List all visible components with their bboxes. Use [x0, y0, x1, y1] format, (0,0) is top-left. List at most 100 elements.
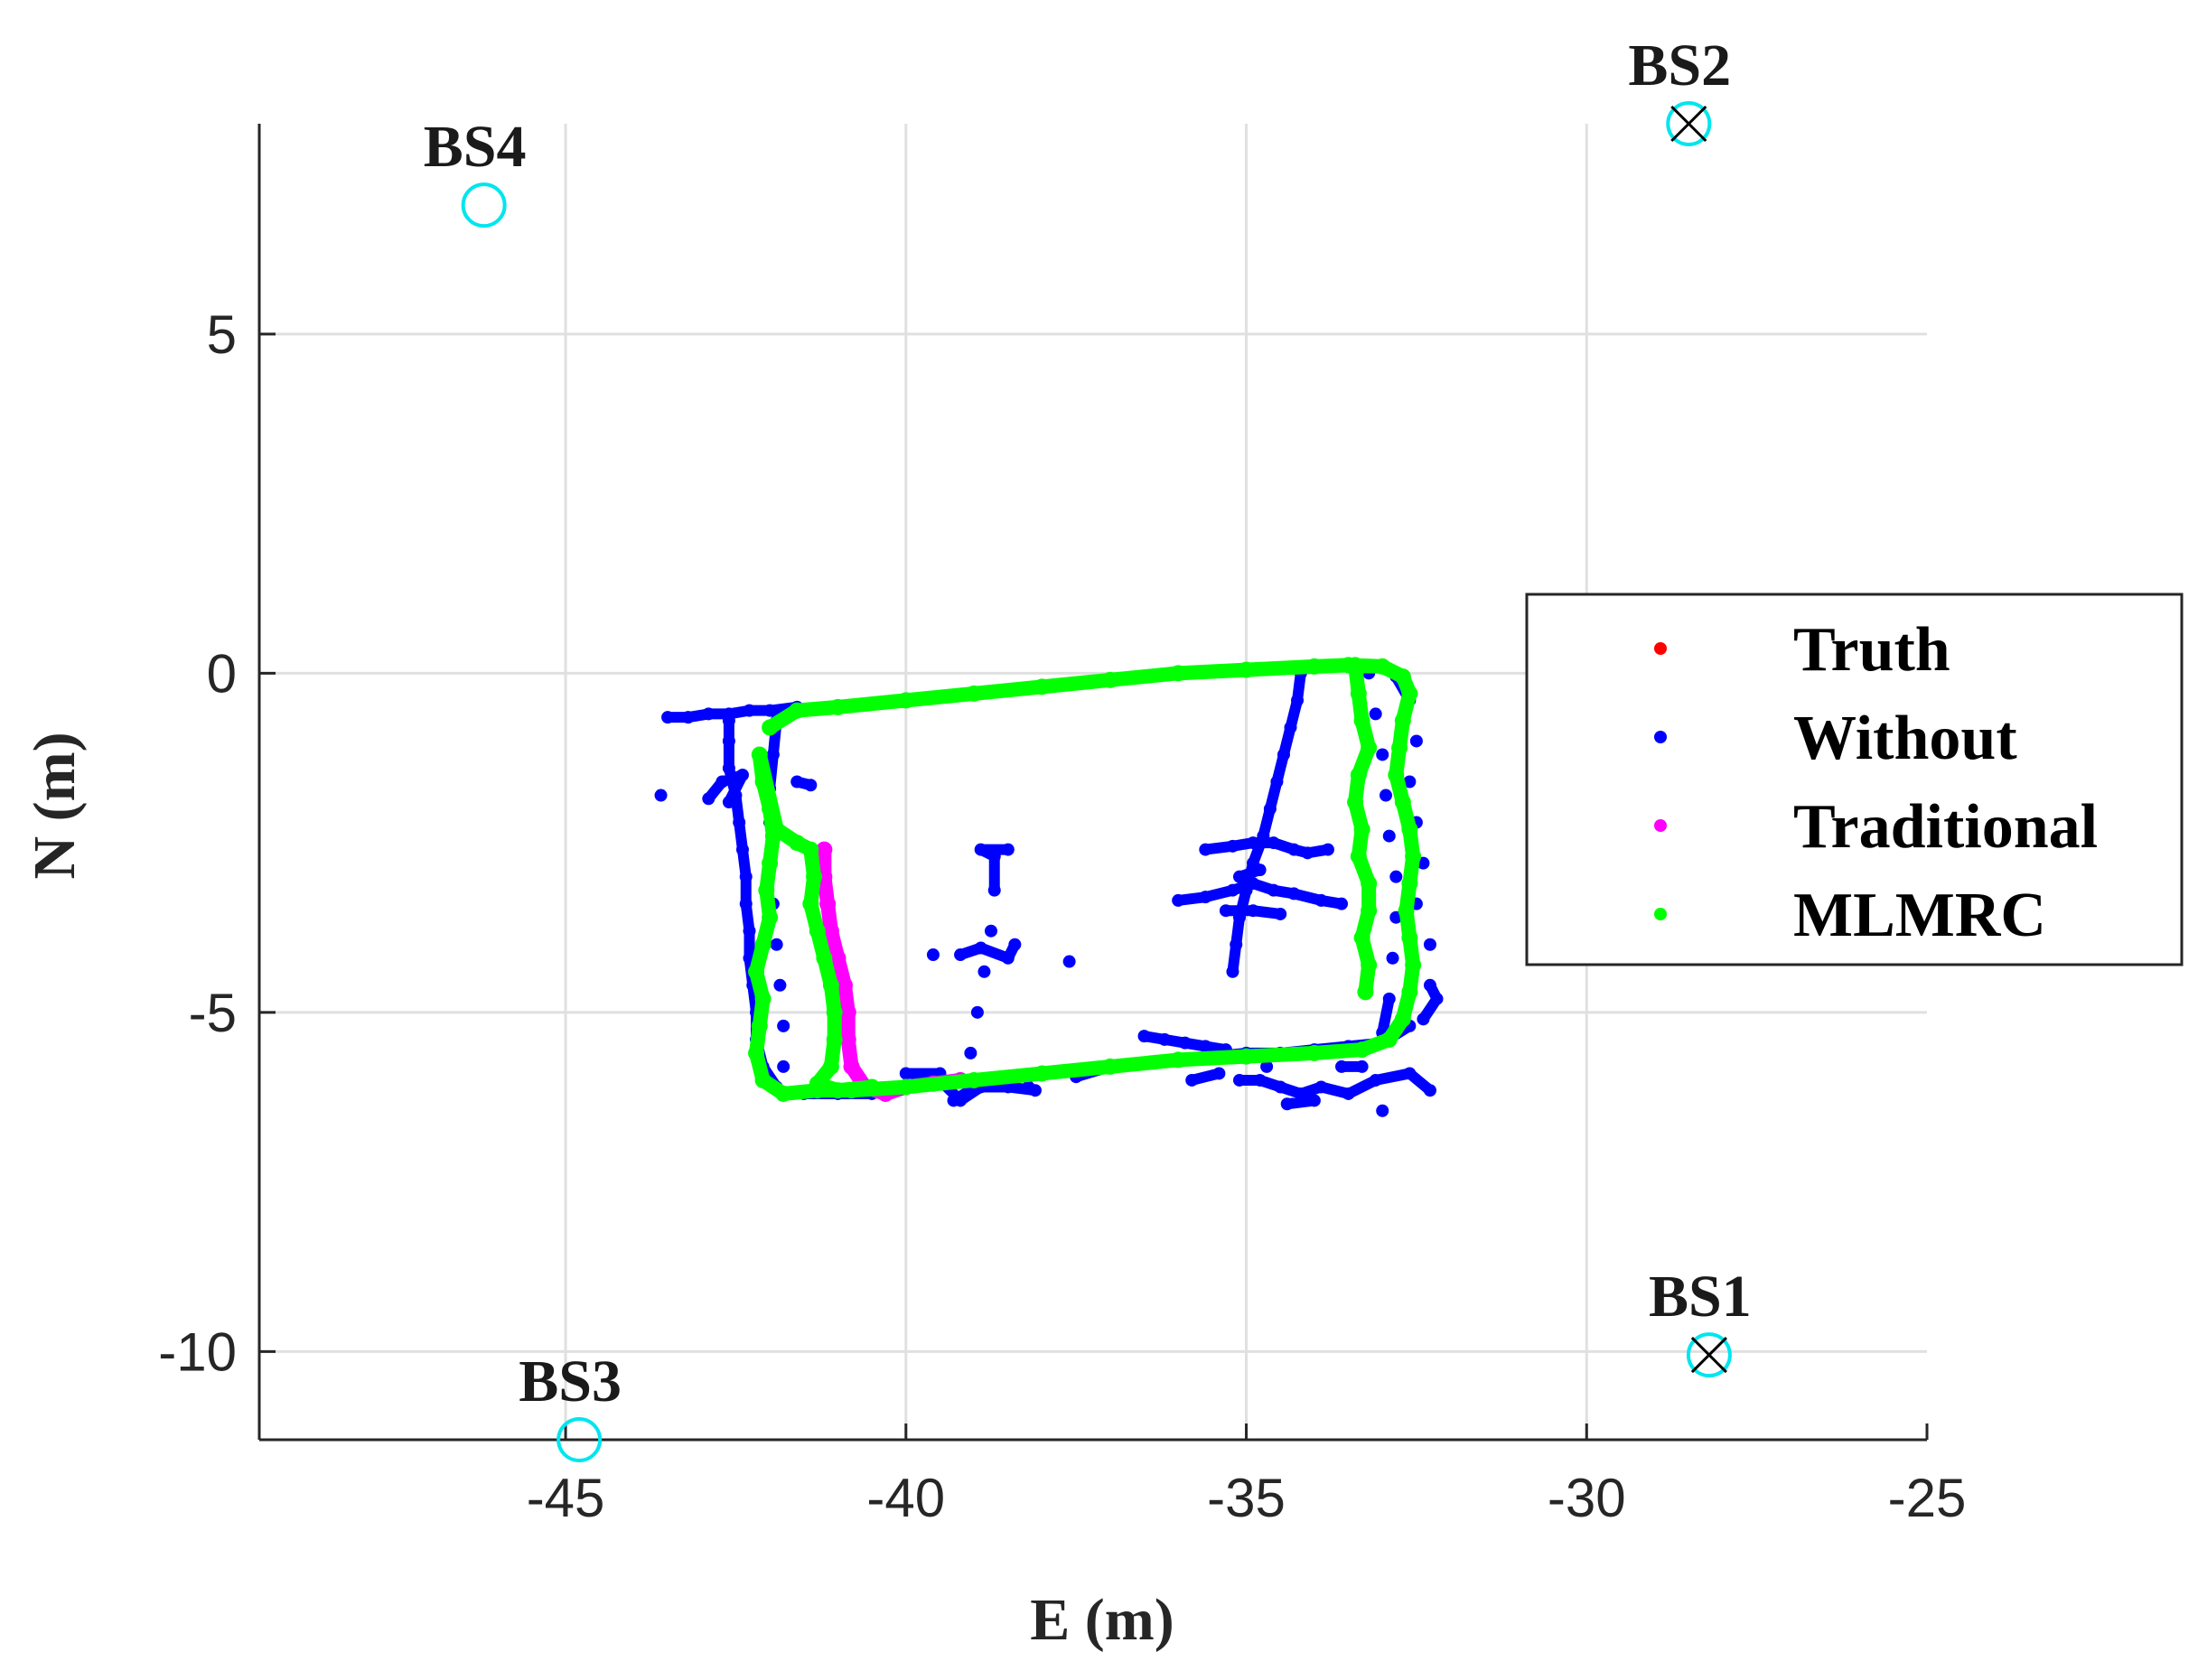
- data-point: [754, 936, 772, 953]
- data-point: [966, 685, 983, 702]
- data-point: [743, 704, 756, 717]
- data-point: [1274, 1080, 1287, 1094]
- data-point: [1232, 870, 1246, 883]
- legend-label-traditional: Traditional: [1793, 792, 2098, 862]
- x-tick-label: -45: [527, 1468, 605, 1528]
- data-point: [1232, 1073, 1246, 1087]
- data-point: [1253, 863, 1267, 877]
- y-tick-label: 5: [207, 304, 237, 365]
- data-point: [966, 1071, 983, 1088]
- y-tick-labels: -10 -5 0 5: [158, 304, 237, 1383]
- data-point: [1199, 843, 1212, 856]
- data-point: [1380, 1031, 1398, 1048]
- data-point: [1219, 904, 1232, 918]
- legend-label-mlmrc: MLMRC: [1793, 881, 2046, 950]
- data-point: [1382, 992, 1396, 1005]
- base-stations: BS1 BS2 BS3 BS4: [424, 33, 1752, 1462]
- data-point: [1170, 1051, 1187, 1069]
- data-point: [1401, 875, 1418, 892]
- legend: Truth Without Traditional MLMRC: [1525, 593, 2184, 966]
- data-point: [1291, 694, 1305, 707]
- data-point: [1257, 829, 1270, 843]
- data-point: [1172, 893, 1185, 907]
- data-point: [843, 1058, 860, 1075]
- data-point: [826, 1031, 843, 1048]
- data-point: [1353, 821, 1370, 838]
- data-point: [743, 924, 756, 938]
- data-point: [762, 909, 779, 926]
- legend-marker-traditional: [1654, 819, 1667, 832]
- data-point: [1101, 1058, 1118, 1075]
- data-point: [758, 882, 775, 899]
- data-point: [681, 711, 695, 724]
- base-station-circle: [1666, 101, 1712, 146]
- data-point: [977, 965, 991, 978]
- data-point: [836, 976, 853, 994]
- data-point: [777, 1059, 790, 1073]
- base-station-label: BS3: [519, 1349, 622, 1414]
- data-point: [1347, 657, 1364, 674]
- data-point: [722, 796, 735, 809]
- data-point: [1321, 843, 1334, 856]
- data-point: [974, 941, 987, 955]
- x-tick-label: -35: [1207, 1468, 1286, 1528]
- data-point: [829, 949, 846, 966]
- data-point: [722, 734, 735, 748]
- data-point: [789, 702, 806, 719]
- legend-marker-without: [1654, 731, 1667, 743]
- data-point: [1247, 836, 1260, 850]
- base-station-circle: [1686, 1332, 1732, 1378]
- data-point: [766, 748, 780, 761]
- data-point: [1401, 929, 1418, 947]
- data-point: [987, 883, 1001, 897]
- data-point: [1158, 1032, 1172, 1046]
- data-point: [897, 692, 914, 709]
- data-point: [1361, 957, 1378, 974]
- data-point: [1403, 775, 1417, 789]
- x-tick-label: -30: [1548, 1468, 1626, 1528]
- data-point: [954, 948, 968, 962]
- data-point: [1170, 665, 1187, 682]
- data-point: [1001, 951, 1015, 965]
- data-point: [839, 1031, 856, 1048]
- data-point: [843, 1082, 860, 1099]
- data-point: [1274, 907, 1287, 920]
- data-point: [819, 895, 837, 912]
- data-point: [754, 1071, 772, 1088]
- data-point: [1353, 929, 1370, 947]
- data-point: [1403, 1067, 1417, 1080]
- data-point: [1212, 1067, 1226, 1080]
- data-point: [984, 924, 997, 938]
- y-tick-label: -10: [158, 1321, 237, 1382]
- data-point: [1178, 1036, 1192, 1050]
- data-point: [1294, 1087, 1307, 1100]
- data-point: [1342, 1087, 1355, 1100]
- data-point: [763, 704, 777, 717]
- base-station-circle: [461, 182, 507, 229]
- data-point: [1238, 1048, 1255, 1065]
- data-point: [822, 922, 839, 939]
- data-point: [1008, 938, 1022, 951]
- data-point: [1305, 658, 1323, 675]
- data-point: [1280, 1097, 1294, 1111]
- data-point: [1391, 739, 1408, 756]
- data-point: [897, 1078, 914, 1096]
- base-station-label: BS2: [1628, 33, 1731, 98]
- data-point: [1405, 848, 1422, 865]
- data-point: [1405, 957, 1422, 974]
- data-point: [974, 843, 987, 856]
- base-station-label: BS1: [1649, 1264, 1752, 1330]
- data-point: [1101, 671, 1118, 688]
- data-point: [789, 835, 806, 852]
- series-traditional: [816, 841, 969, 1102]
- data-point: [970, 1005, 984, 1019]
- data-point: [1232, 910, 1246, 924]
- data-point: [748, 963, 765, 980]
- data-point: [1398, 902, 1415, 919]
- base-station-bs1: BS1: [1649, 1264, 1752, 1378]
- legend-label-without: Without: [1793, 704, 2017, 773]
- data-point: [1350, 848, 1367, 865]
- data-point: [1423, 938, 1436, 951]
- data-point: [1423, 1084, 1436, 1097]
- data-point: [733, 816, 746, 829]
